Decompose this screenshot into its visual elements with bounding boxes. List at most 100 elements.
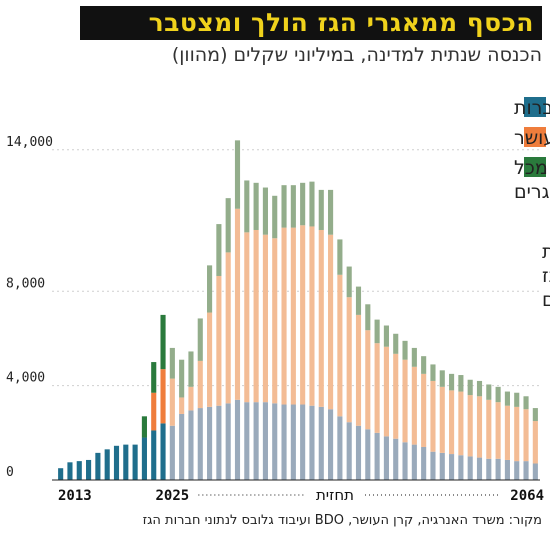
bar-royalties: [393, 333, 399, 354]
bar-wealth-fund: [449, 390, 455, 455]
bar-corporate-tax: [411, 444, 417, 480]
annotation-text: הירידה נובעתמהעובדה שהגזאוזל עם השנים: [542, 241, 550, 311]
bar-royalties: [253, 182, 259, 230]
bar-corporate-tax: [430, 451, 436, 480]
bar-corporate-tax: [234, 399, 241, 480]
bar-corporate-tax: [95, 452, 101, 480]
bar-corporate-tax: [374, 432, 380, 480]
bar-corporate-tax: [141, 437, 147, 480]
bar-wealth-fund: [253, 229, 259, 403]
bar-wealth-fund: [197, 360, 203, 409]
bar-wealth-fund: [169, 378, 175, 426]
bar-wealth-fund: [328, 234, 334, 410]
bar-royalties: [337, 239, 343, 275]
bar-wealth-fund: [383, 346, 389, 437]
bar-corporate-tax: [514, 461, 520, 480]
bar-corporate-tax: [393, 438, 399, 480]
source-note: מקור: משרד האנרגיה, קרן העושר, BDO ועיבו…: [142, 513, 542, 528]
bar-wealth-fund: [207, 312, 213, 407]
bar-wealth-fund: [188, 386, 194, 411]
legend-swatch: [524, 97, 546, 117]
bar-royalties: [262, 187, 268, 235]
bar-wealth-fund: [179, 397, 185, 414]
bar-corporate-tax: [476, 457, 483, 480]
bar-royalties: [467, 379, 473, 396]
bar-corporate-tax: [67, 462, 73, 480]
bar-royalties: [197, 318, 203, 361]
bar-wealth-fund: [365, 330, 371, 430]
bar-corporate-tax: [337, 416, 343, 480]
legend-label: קרן העושר: [514, 127, 550, 149]
bar-wealth-fund: [281, 227, 287, 405]
bar-corporate-tax: [439, 452, 445, 480]
bar-wealth-fund: [402, 359, 408, 443]
bar-wealth-fund: [504, 405, 510, 460]
x-tick-label: 2013: [58, 488, 92, 504]
bar-corporate-tax: [216, 405, 222, 480]
bar-wealth-fund: [514, 406, 520, 462]
bar-royalties: [225, 198, 231, 253]
x-tick-label: 2025: [155, 488, 189, 504]
chart-subtitle: הכנסה שנתית למדינה, במיליוני שקלים (מהוו…: [171, 44, 542, 66]
bar-royalties: [160, 314, 166, 370]
bar-corporate-tax: [104, 449, 110, 480]
bar-corporate-tax: [76, 461, 82, 480]
bar-corporate-tax: [467, 456, 473, 480]
bar-wealth-fund: [225, 252, 231, 404]
bar-royalties: [179, 359, 185, 398]
bar-royalties: [151, 362, 157, 393]
bar-royalties: [486, 384, 492, 400]
bar-corporate-tax: [486, 458, 492, 480]
title-bar: הכסף ממאגרי הגז הולך ומצטבר: [80, 6, 542, 40]
bar-wealth-fund: [458, 391, 464, 456]
bar-royalties: [476, 380, 483, 397]
bar-royalties: [430, 364, 436, 381]
bar-wealth-fund: [244, 232, 250, 403]
bar-corporate-tax: [309, 405, 315, 480]
y-tick-label: 14,000: [6, 135, 53, 150]
bar-royalties: [300, 182, 306, 226]
bar-royalties: [523, 396, 529, 410]
bar-royalties: [272, 195, 278, 239]
bar-royalties: [169, 347, 175, 379]
bar-wealth-fund: [300, 225, 306, 405]
bar-wealth-fund: [216, 275, 222, 406]
bar-royalties: [188, 351, 194, 387]
bar-wealth-fund: [439, 386, 445, 453]
bar-corporate-tax: [402, 442, 408, 480]
bar-corporate-tax: [328, 409, 334, 480]
legend-label: תמלוגים מכלהמאגרים: [514, 157, 550, 203]
bar-corporate-tax: [290, 404, 296, 480]
y-tick-label: 8,000: [6, 276, 45, 291]
bar-royalties: [532, 408, 538, 422]
bar-wealth-fund: [486, 399, 492, 459]
bar-wealth-fund: [374, 343, 380, 433]
bar-corporate-tax: [458, 455, 464, 480]
bar-corporate-tax: [421, 446, 427, 480]
bar-corporate-tax: [160, 423, 166, 480]
bar-wealth-fund: [262, 234, 268, 403]
bar-wealth-fund: [234, 208, 241, 400]
bar-corporate-tax: [244, 402, 250, 480]
bar-corporate-tax: [179, 413, 185, 480]
bar-royalties: [495, 386, 501, 403]
chart-title: הכסף ממאגרי הגז הולך ומצטבר: [148, 8, 534, 37]
bar-royalties: [439, 370, 445, 387]
bar-wealth-fund: [523, 409, 529, 462]
bar-corporate-tax: [262, 402, 268, 480]
legend-label: מס חברות: [514, 97, 550, 119]
bar-corporate-tax: [300, 404, 306, 480]
bar-corporate-tax: [355, 425, 362, 480]
bar-wealth-fund: [272, 238, 278, 404]
bar-wealth-fund: [495, 402, 501, 459]
bar-wealth-fund: [467, 395, 473, 457]
bar-royalties: [328, 189, 334, 235]
bar-corporate-tax: [207, 406, 213, 480]
bar-wealth-fund: [430, 380, 436, 452]
bar-royalties: [365, 304, 371, 331]
bar-royalties: [374, 319, 380, 344]
bar-royalties: [290, 185, 296, 228]
bar-royalties: [458, 375, 464, 392]
bar-corporate-tax: [504, 459, 510, 480]
